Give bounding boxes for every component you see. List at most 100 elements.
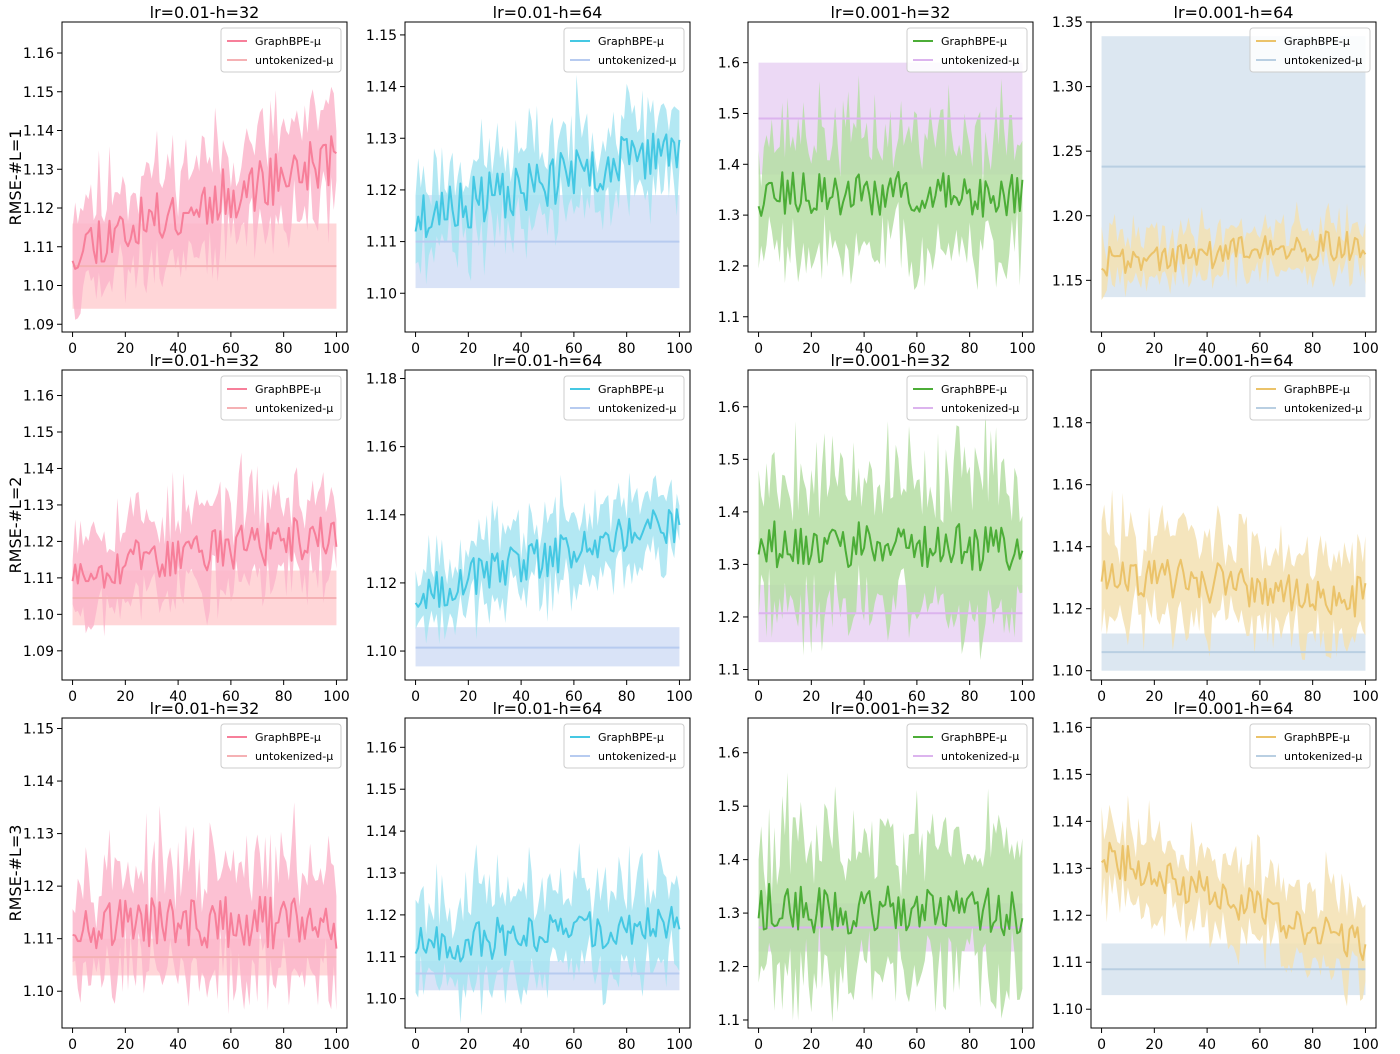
y-tick-label: 1.16 <box>366 740 397 756</box>
y-tick-label: 1.13 <box>366 131 397 147</box>
x-tick-label: 60 <box>1251 1037 1269 1050</box>
graphbpe-band <box>72 802 337 1015</box>
graphbpe-band <box>415 472 680 645</box>
x-tick-label: 40 <box>1198 341 1216 357</box>
y-tick-label: 1.10 <box>366 992 397 1008</box>
y-tick-label: 1.4 <box>718 505 740 521</box>
y-tick-label: 1.18 <box>1052 416 1083 432</box>
y-tick-label: 1.6 <box>718 400 740 416</box>
legend-box <box>1249 723 1371 769</box>
x-tick-label: 20 <box>116 341 134 357</box>
graphbpe-line <box>757 171 1024 218</box>
graphbpe-line <box>1101 230 1367 277</box>
x-tick-label: 60 <box>1251 341 1269 357</box>
graphbpe-line <box>414 905 681 963</box>
subplot-title: lr=0.01-h=64 <box>493 3 603 22</box>
axes-frame <box>404 369 691 681</box>
x-tick-label: 20 <box>1145 689 1163 705</box>
legend-box <box>1249 27 1371 73</box>
x-tick-label: 40 <box>512 341 530 357</box>
y-tick-label: 1.6 <box>718 746 740 762</box>
y-tick-label: 1.3 <box>718 557 740 573</box>
subplot-0-0: 0 20 40 60 80 100 1.09 1.10 1.11 1.12 1.13 1.14 1.15… <box>6 3 350 357</box>
x-tick-label: 80 <box>618 689 636 705</box>
x-tick-label: 40 <box>1198 1037 1216 1050</box>
y-tick-label: 1.16 <box>23 46 54 62</box>
x-tick-label: 60 <box>908 341 926 357</box>
legend-label: untokenized-μ <box>598 750 676 763</box>
subplot-title: lr=0.001-h=32 <box>831 699 951 718</box>
x-tick-label: 60 <box>565 689 583 705</box>
y-tick-label: 1.1 <box>718 1013 740 1029</box>
axes-frame <box>61 717 348 1029</box>
y-axis-label: RMSE-#L=1 <box>6 129 25 226</box>
subplot-title: lr=0.001-h=32 <box>831 351 951 370</box>
y-tick-label: 1.16 <box>23 389 54 405</box>
legend-label: GraphBPE-μ <box>1284 383 1350 396</box>
x-tick-label: 0 <box>68 689 77 705</box>
graphbpe-band <box>758 408 1023 660</box>
x-tick-label: 0 <box>1097 1037 1106 1050</box>
graphbpe-band <box>72 86 337 320</box>
x-tick-label: 20 <box>459 689 477 705</box>
subplot-title: lr=0.001-h=64 <box>1174 351 1294 370</box>
y-tick-label: 1.18 <box>366 372 397 388</box>
subplot-title: lr=0.01-h=64 <box>493 351 603 370</box>
y-tick-label: 1.3 <box>718 208 740 224</box>
y-tick-label: 1.14 <box>366 824 397 840</box>
y-tick-label: 1.13 <box>23 827 54 843</box>
graphbpe-line <box>1100 558 1367 618</box>
x-tick-label: 40 <box>855 1037 873 1050</box>
subplot-0-2: 0 20 40 60 80 100 1.1 1.2 1.3 1.4 1.5 1.6 lr=0.001-h… <box>718 3 1036 357</box>
legend-label: GraphBPE-μ <box>255 35 321 48</box>
graphbpe-line <box>1100 841 1367 961</box>
x-tick-label: 20 <box>116 689 134 705</box>
subplot-title: lr=0.001-h=64 <box>1174 699 1294 718</box>
axes-frame <box>747 21 1034 333</box>
legend-box <box>220 375 342 421</box>
axes-frame <box>1090 369 1377 681</box>
subplot-2-1: 0 20 40 60 80 100 1.10 1.11 1.12 1.13 1.14 1.15 1.16… <box>366 699 693 1053</box>
x-tick-label: 100 <box>323 689 350 705</box>
y-tick-label: 1.15 <box>1052 767 1083 783</box>
x-tick-label: 100 <box>323 1037 350 1050</box>
x-tick-label: 0 <box>68 1037 77 1050</box>
legend-label: GraphBPE-μ <box>598 383 664 396</box>
y-tick-label: 1.12 <box>366 576 397 592</box>
y-tick-label: 1.6 <box>718 56 740 72</box>
y-tick-label: 1.5 <box>718 799 740 815</box>
x-tick-label: 60 <box>1251 689 1269 705</box>
x-tick-label: 0 <box>1097 341 1106 357</box>
legend-label: untokenized-μ <box>255 750 333 763</box>
x-tick-label: 20 <box>459 341 477 357</box>
y-tick-label: 1.4 <box>718 853 740 869</box>
y-tick-label: 1.12 <box>366 183 397 199</box>
subplot-0-3: 0 20 40 60 80 100 1.15 1.20 1.25 1.30 1.35 lr=0.001… <box>1052 3 1379 357</box>
y-tick-label: 1.12 <box>23 201 54 217</box>
legend-label: GraphBPE-μ <box>255 731 321 744</box>
x-tick-label: 100 <box>1009 689 1036 705</box>
subplot-1-3: 0 20 40 60 80 100 1.10 1.12 1.14 1.16 1.18 lr=0.001… <box>1052 351 1379 705</box>
x-tick-label: 20 <box>802 689 820 705</box>
legend-label: GraphBPE-μ <box>941 383 1007 396</box>
x-tick-label: 100 <box>666 689 693 705</box>
legend-label: untokenized-μ <box>1284 750 1362 763</box>
graphbpe-band <box>415 74 680 285</box>
x-tick-label: 100 <box>666 341 693 357</box>
y-tick-label: 1.20 <box>1052 209 1083 225</box>
legend-box <box>1249 375 1371 421</box>
legend-label: untokenized-μ <box>598 54 676 67</box>
legend-label: GraphBPE-μ <box>598 35 664 48</box>
x-tick-label: 80 <box>275 341 293 357</box>
legend-label: untokenized-μ <box>941 54 1019 67</box>
y-tick-label: 1.14 <box>23 774 54 790</box>
legend-box <box>220 723 342 769</box>
x-tick-label: 20 <box>802 1037 820 1050</box>
x-tick-label: 0 <box>68 341 77 357</box>
x-tick-label: 60 <box>908 689 926 705</box>
y-tick-label: 1.2 <box>718 259 740 275</box>
x-tick-label: 80 <box>275 689 293 705</box>
y-tick-label: 1.15 <box>366 28 397 44</box>
x-tick-label: 80 <box>1304 1037 1322 1050</box>
